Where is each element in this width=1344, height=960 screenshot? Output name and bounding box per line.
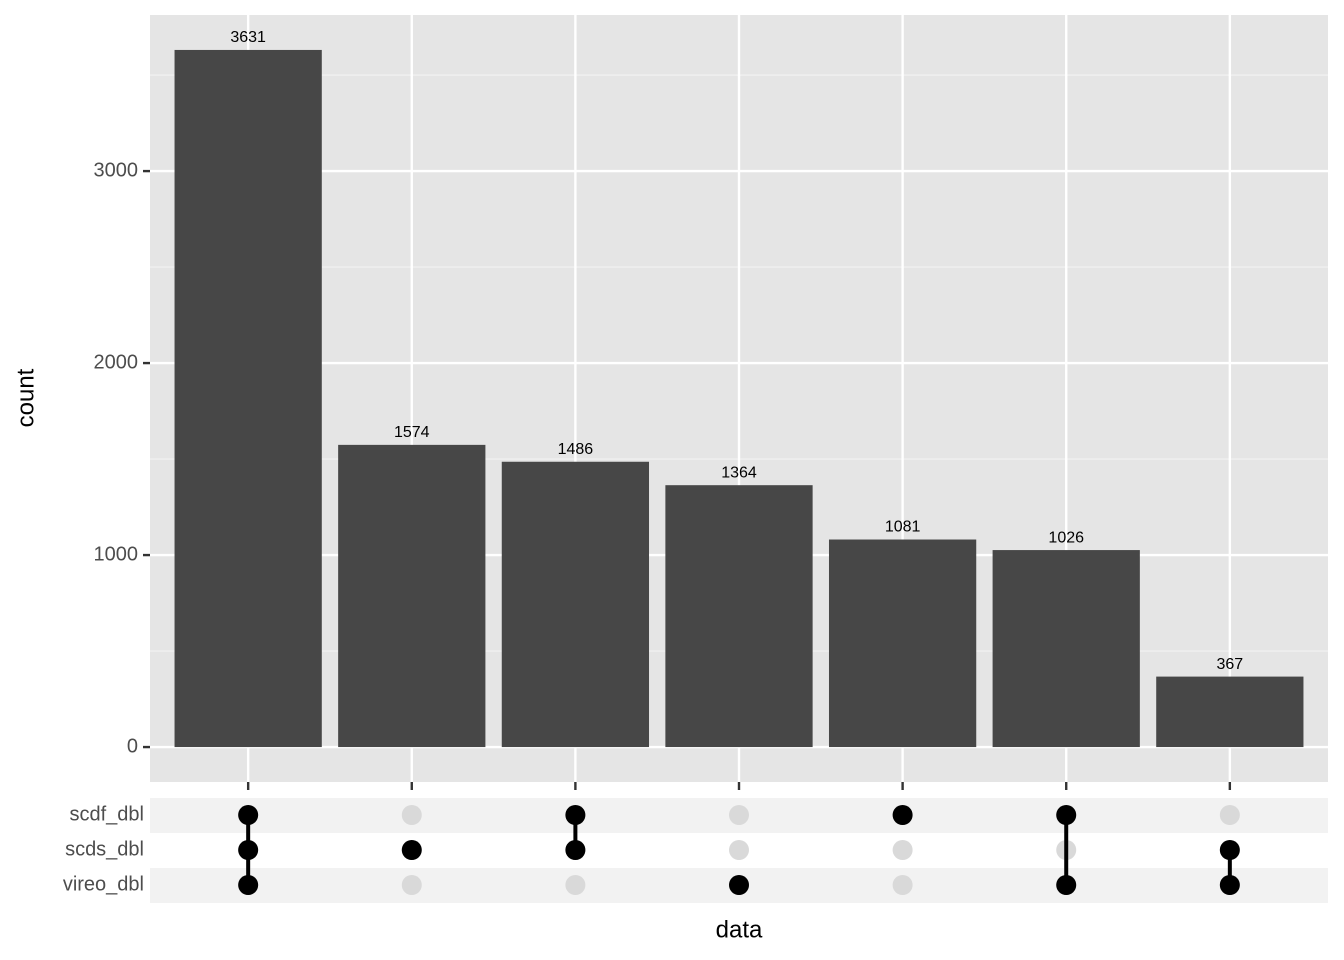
member-dot [565, 840, 586, 860]
member-dot [1056, 805, 1077, 825]
bar [665, 485, 813, 748]
empty-dot [1219, 805, 1240, 825]
value-label: 1486 [558, 441, 594, 458]
member-dot [238, 805, 259, 825]
member-dot [401, 840, 422, 860]
y-tick-label: 0 [127, 735, 138, 757]
empty-dot [401, 805, 422, 825]
value-label: 1026 [1048, 529, 1084, 546]
member-dot [1056, 875, 1077, 895]
member-dot [238, 875, 259, 895]
bar [992, 550, 1140, 748]
empty-dot [729, 805, 749, 825]
set-label: vireo_dbl [63, 873, 144, 895]
member-dot [1219, 875, 1240, 895]
value-label: 1081 [885, 519, 921, 536]
empty-dot [565, 875, 586, 895]
value-label: 1574 [394, 424, 430, 441]
empty-dot [892, 840, 913, 860]
set-label: scds_dbl [65, 838, 144, 860]
y-tick-label: 2000 [94, 351, 139, 373]
member-dot [729, 875, 749, 895]
member-dot [1219, 840, 1240, 860]
y-tick-label: 3000 [94, 159, 139, 181]
value-label: 3631 [230, 29, 266, 46]
value-label: 367 [1216, 656, 1243, 673]
empty-dot [892, 875, 913, 895]
bar [174, 49, 322, 748]
member-dot [892, 805, 913, 825]
member-dot [565, 805, 586, 825]
empty-dot [401, 875, 422, 895]
member-dot [238, 840, 259, 860]
x-axis-label: data [716, 916, 763, 943]
empty-dot [729, 840, 749, 860]
bar [501, 461, 650, 748]
bar [1156, 676, 1304, 748]
bar [338, 444, 486, 748]
y-tick-label: 1000 [94, 543, 139, 565]
set-label: scdf_dbl [70, 803, 145, 825]
value-label: 1364 [721, 464, 757, 481]
y-axis-label: count [12, 368, 39, 427]
bar [828, 539, 977, 748]
